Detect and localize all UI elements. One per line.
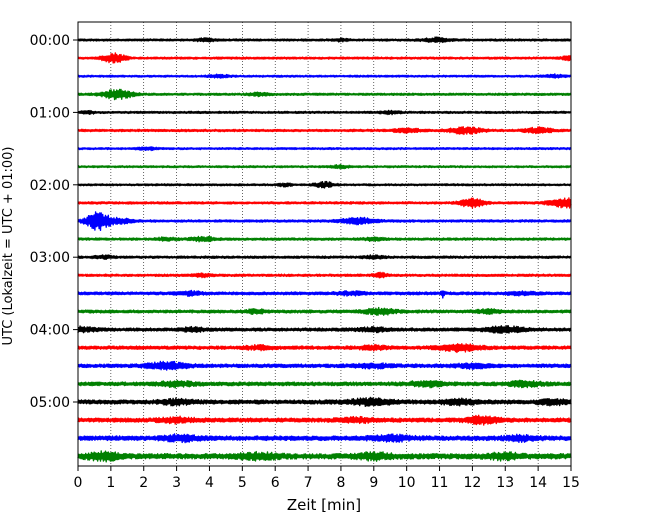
x-tick-label-5: 5 — [238, 475, 247, 491]
x-tick-label-8: 8 — [336, 475, 345, 491]
seismogram-traces — [77, 36, 572, 463]
x-tick-label-13: 13 — [496, 475, 514, 491]
x-tick-label-15: 15 — [562, 475, 580, 491]
y-tick-label-1: 01:00 — [30, 105, 70, 121]
trace-row-1 — [77, 52, 572, 64]
x-tick-label-1: 1 — [106, 475, 115, 491]
x-tick-label-4: 4 — [205, 475, 214, 491]
trace-row-22 — [77, 433, 572, 444]
trace-row-8 — [77, 180, 572, 189]
trace-row-21 — [77, 414, 572, 426]
grid-lines — [110, 22, 539, 466]
y-tick-label-5: 05:00 — [30, 395, 70, 411]
x-tick-label-3: 3 — [172, 475, 181, 491]
trace-row-12 — [77, 254, 572, 260]
trace-row-0 — [77, 36, 572, 44]
y-tick-label-4: 04:00 — [30, 323, 70, 339]
trace-row-20 — [77, 396, 572, 407]
x-tick-label-6: 6 — [271, 475, 280, 491]
trace-row-4 — [77, 109, 572, 116]
trace-row-18 — [77, 360, 572, 371]
trace-row-23 — [77, 450, 572, 463]
trace-row-6 — [77, 146, 572, 152]
x-axis-label: Zeit [min] — [287, 496, 361, 514]
y-tick-label-0: 00:00 — [30, 33, 70, 49]
x-tick-label-9: 9 — [369, 475, 378, 491]
trace-row-14 — [77, 289, 572, 299]
x-axis-ticks: 0 1 2 3 4 5 6 7 8 9 10 11 12 13 14 15 — [74, 466, 580, 491]
x-tick-label-10: 10 — [398, 475, 416, 491]
plot-frame — [77, 21, 572, 467]
trace-row-5 — [77, 126, 572, 136]
x-tick-label-7: 7 — [304, 475, 313, 491]
trace-row-10 — [77, 211, 572, 231]
trace-row-19 — [77, 379, 572, 389]
y-axis-label: UTC (Lokalzeit = UTC + 01:00) — [1, 147, 16, 346]
trace-row-15 — [77, 306, 572, 316]
trace-row-17 — [77, 343, 572, 354]
trace-row-7 — [77, 164, 572, 170]
y-axis-ticks: 00:00 01:00 02:00 03:00 04:00 05:00 — [30, 33, 78, 411]
x-tick-label-0: 0 — [74, 475, 83, 491]
trace-row-3 — [77, 88, 572, 101]
x-tick-label-2: 2 — [139, 475, 148, 491]
trace-row-13 — [77, 271, 572, 279]
x-tick-label-12: 12 — [463, 475, 481, 491]
x-tick-label-14: 14 — [529, 475, 547, 491]
trace-row-16 — [77, 325, 572, 334]
trace-row-2 — [77, 73, 572, 79]
x-tick-label-11: 11 — [431, 475, 449, 491]
y-tick-label-2: 02:00 — [30, 178, 70, 194]
y-tick-label-3: 03:00 — [30, 250, 70, 266]
plot-background — [78, 22, 571, 466]
trace-row-11 — [77, 235, 572, 243]
trace-row-9 — [77, 197, 572, 209]
